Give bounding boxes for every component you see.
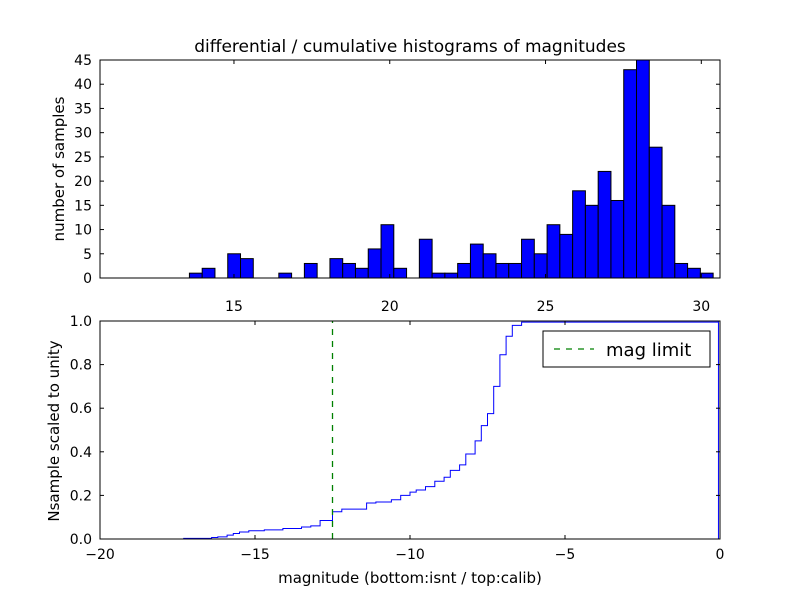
bottom-plot-frame: [99, 320, 721, 540]
top-y-tick-label: 30: [74, 126, 92, 142]
histogram-bar: [342, 262, 356, 279]
histogram-bar: [278, 272, 293, 279]
histogram-bar: [648, 146, 663, 279]
histogram-bar: [521, 238, 535, 279]
histogram-bar: [572, 190, 586, 279]
histogram-bar: [661, 204, 676, 279]
bottom-y-tick-label: 0.8: [70, 358, 92, 374]
histogram-bar: [188, 272, 203, 279]
cumulative-step-line: [100, 321, 719, 540]
top-y-tick-label: 5: [83, 247, 92, 263]
cumulative-panel: Nsample scaled to unity magnitude (botto…: [45, 314, 724, 587]
bottom-y-tick-label: 0.4: [70, 445, 92, 461]
bottom-x-tick-label: −15: [240, 547, 270, 563]
histogram-bar: [597, 170, 612, 279]
top-y-tick-label: 15: [74, 198, 92, 214]
histogram-bar: [380, 224, 395, 279]
histogram-bars: [188, 59, 714, 279]
histogram-bar: [457, 262, 471, 279]
histogram-bar: [482, 253, 497, 279]
histogram-bar: [699, 272, 714, 279]
histogram-bar: [240, 258, 254, 279]
histogram-bar: [418, 238, 433, 279]
top-y-tick-label: 45: [74, 53, 92, 69]
histogram-bar: [495, 262, 510, 279]
top-y-tick-label: 0: [83, 271, 92, 287]
bottom-x-tick-label: −5: [555, 547, 576, 563]
histogram-bar: [303, 262, 318, 279]
histogram-bar: [584, 204, 599, 279]
histogram-bar: [367, 248, 382, 279]
legend-mag-limit-label: mag limit: [606, 340, 691, 361]
top-x-tick-label: 15: [225, 299, 243, 315]
histogram-bar: [559, 233, 574, 279]
top-y-tick-label: 35: [74, 101, 92, 117]
histogram-bar: [201, 267, 216, 279]
top-y-tick-label: 20: [74, 174, 92, 190]
top-y-axis-label: number of samples: [50, 96, 68, 241]
top-plot-frame: [99, 59, 721, 279]
histogram-bar: [623, 69, 637, 279]
top-x-tick-label: 30: [692, 299, 710, 315]
bottom-y-axis-label: Nsample scaled to unity: [45, 340, 63, 521]
chart-title: differential / cumulative histograms of …: [194, 37, 626, 57]
histogram-bar: [354, 267, 369, 279]
bottom-x-axis-label: magnitude (bottom:isnt / top:calib): [278, 569, 542, 587]
top-x-tick-label: 20: [381, 299, 399, 315]
cumulative-series: [100, 321, 719, 540]
bottom-x-tick-label: −10: [395, 547, 425, 563]
histogram-bar: [329, 258, 344, 279]
histogram-bar: [508, 262, 523, 279]
top-y-tick-label: 10: [74, 223, 92, 239]
histogram-bar: [431, 272, 446, 279]
bottom-y-tick-label: 0.6: [70, 401, 92, 417]
top-y-tick-label: 40: [74, 77, 92, 93]
bottom-x-tick-label: 0: [716, 547, 725, 563]
histogram-bar: [636, 59, 650, 279]
top-axis-ticks: 0 5 10 15 20 25 30 35 40 45 15 20 25 30: [74, 53, 720, 315]
histogram-bar: [393, 267, 408, 279]
bottom-axis-ticks: 0.0 0.2 0.4 0.6 0.8 1.0 −20 −15 −10 −5 0: [70, 314, 725, 563]
bottom-x-tick-label: −20: [85, 547, 115, 563]
histogram-bar: [546, 224, 561, 279]
top-x-tick-label: 25: [537, 299, 555, 315]
bottom-y-tick-label: 0.2: [70, 488, 92, 504]
bottom-y-tick-label: 1.0: [70, 314, 92, 330]
histogram-bar: [444, 272, 459, 279]
legend: mag limit: [542, 330, 711, 368]
bottom-y-tick-label: 0.0: [70, 532, 92, 548]
histogram-bar: [674, 262, 689, 279]
histogram-bar: [687, 267, 701, 279]
histogram-bar: [610, 199, 625, 279]
histogram-bar: [469, 243, 484, 279]
histogram-panel: differential / cumulative histograms of …: [50, 37, 721, 315]
top-y-tick-label: 25: [74, 150, 92, 166]
